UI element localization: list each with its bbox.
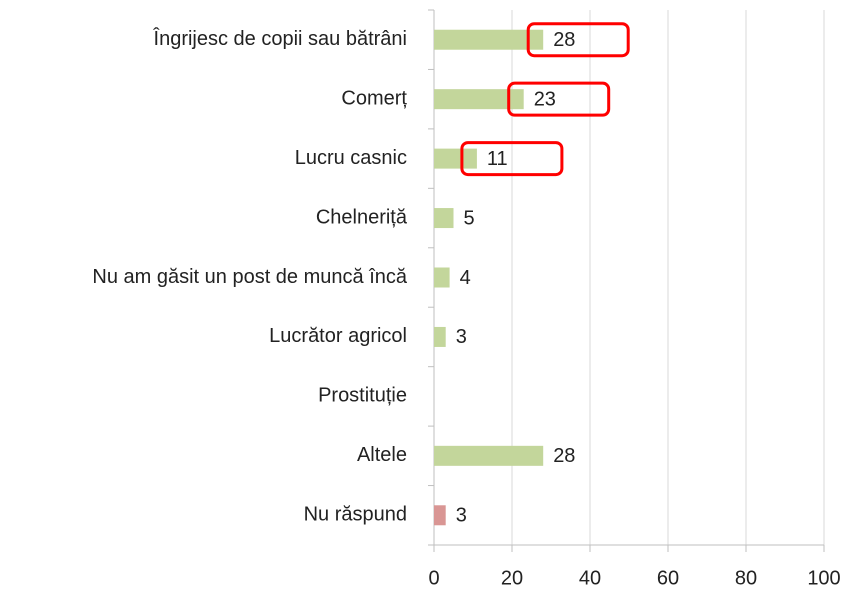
y-tick-label: Chelneriță (316, 206, 408, 228)
x-tick-label: 40 (579, 567, 601, 589)
value-label: 4 (460, 267, 471, 289)
value-label: 28 (553, 29, 575, 51)
value-label: 11 (487, 148, 508, 170)
value-label: 3 (456, 505, 467, 527)
x-tick-label: 100 (807, 567, 840, 589)
bar (434, 326, 446, 347)
y-tick-label: Nu răspund (304, 504, 407, 526)
value-label: 23 (534, 88, 556, 110)
bar (434, 89, 524, 110)
highlight-box (460, 141, 564, 177)
y-tick-label: Nu am găsit un post de muncă încă (92, 266, 407, 288)
bar (434, 267, 450, 288)
x-tick-label: 80 (735, 567, 757, 589)
bar (434, 148, 477, 169)
bar (434, 445, 544, 466)
bar (434, 208, 454, 229)
highlight-box (507, 81, 611, 117)
x-tick-label: 60 (657, 567, 679, 589)
value-label: 3 (456, 326, 467, 348)
bar (434, 29, 544, 50)
y-tick-label: Prostituție (318, 385, 407, 407)
y-tick-label: Comerț (341, 87, 407, 109)
value-label: 5 (464, 207, 475, 229)
y-tick-label: Lucrător agricol (269, 325, 407, 347)
y-tick-label: Lucru casnic (295, 147, 407, 169)
value-label: 28 (553, 445, 575, 467)
y-tick-label: Îngrijesc de copii sau bătrâni (153, 27, 407, 50)
x-tick-label: 20 (501, 567, 523, 589)
x-tick-label: 0 (428, 567, 439, 589)
y-tick-label: Altele (357, 444, 407, 466)
highlight-box (526, 22, 630, 58)
bar (434, 505, 446, 526)
